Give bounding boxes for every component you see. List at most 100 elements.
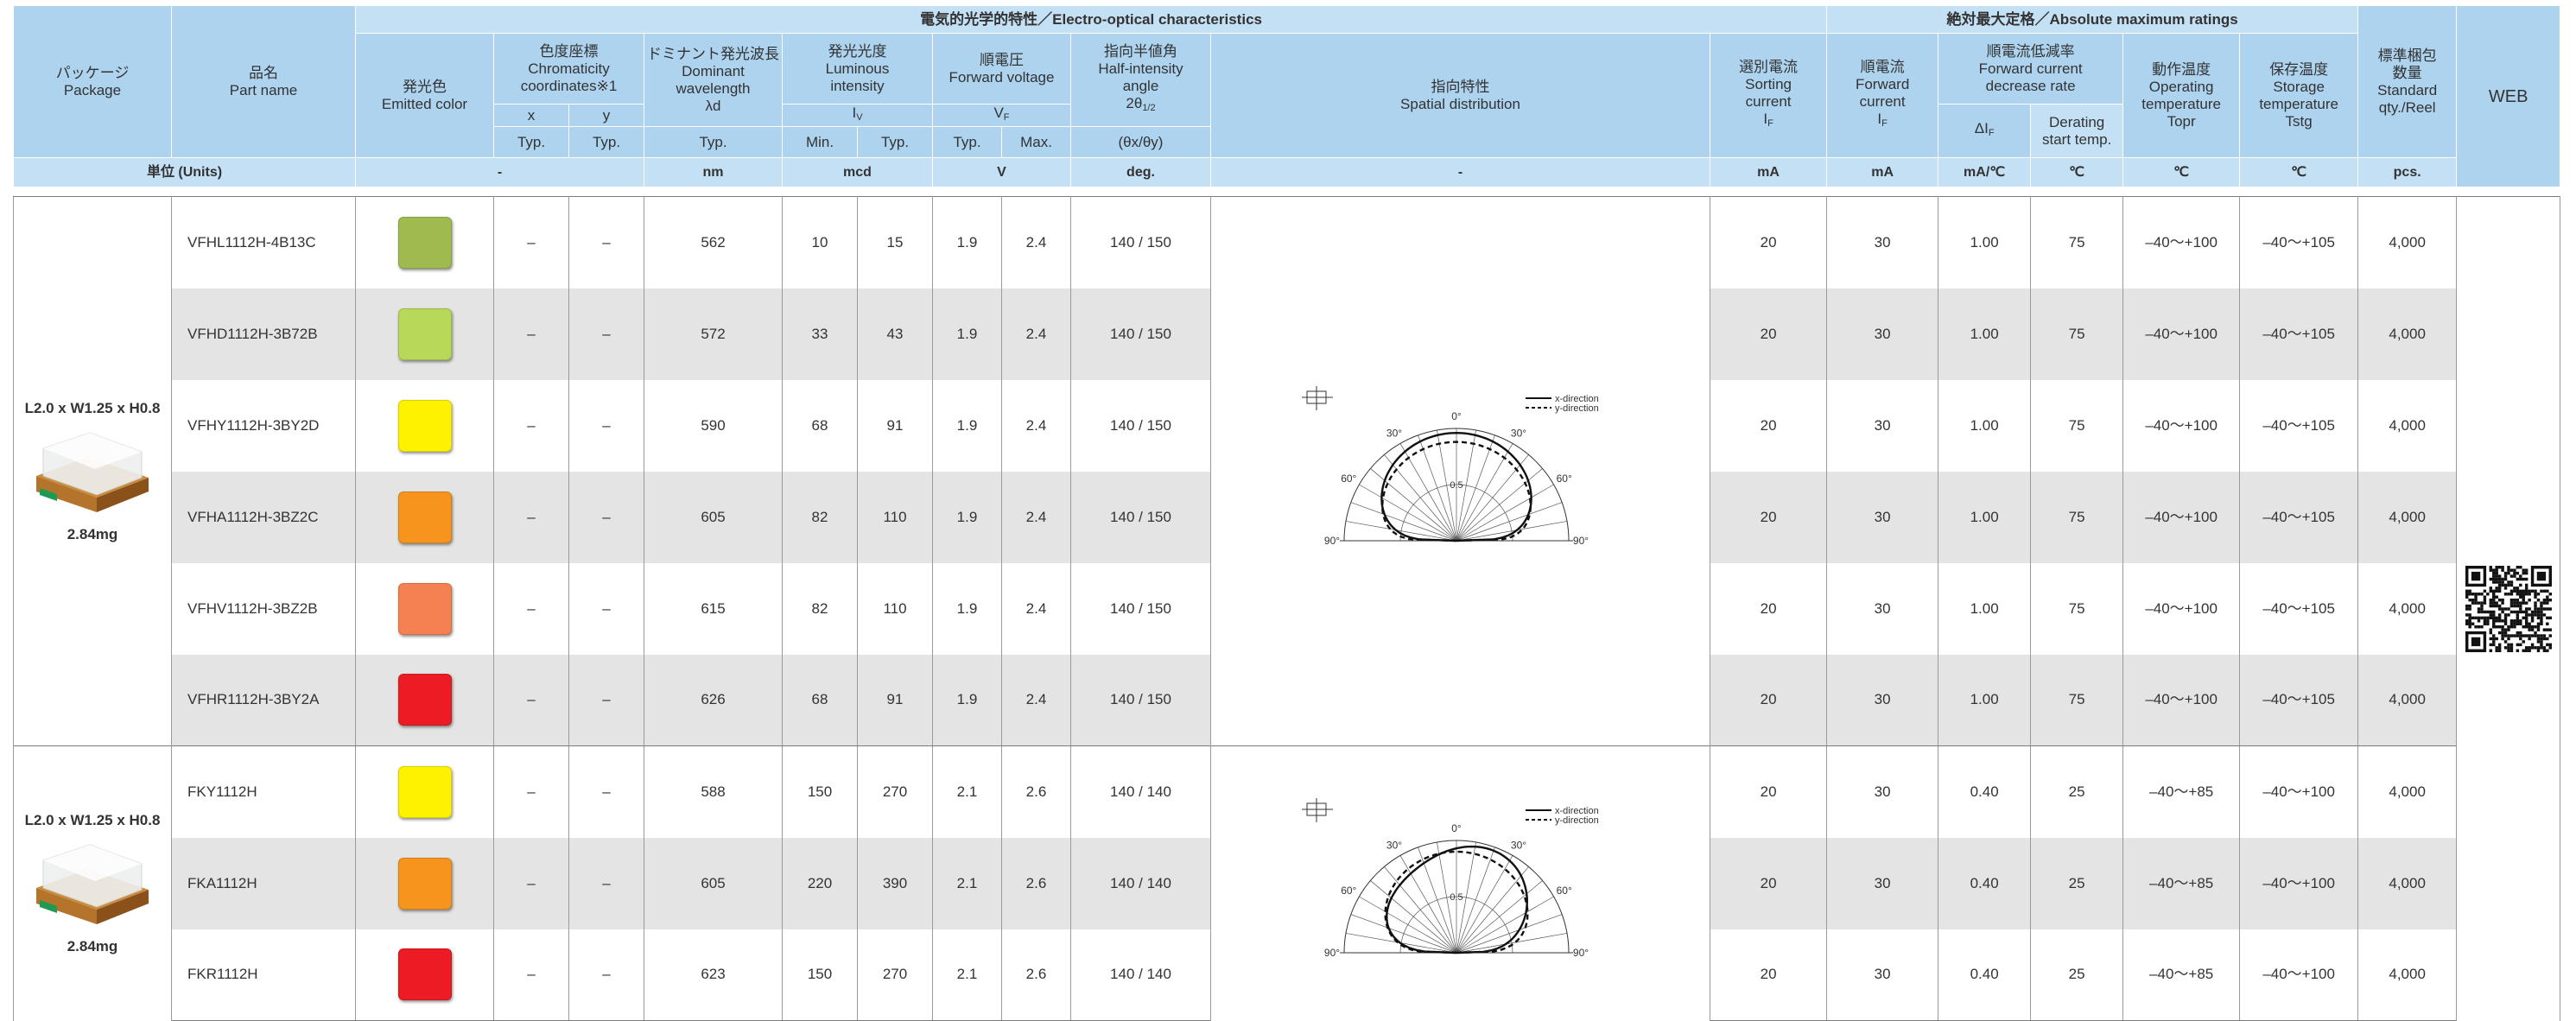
- data-cell: 33: [782, 288, 858, 380]
- qr-module: [2516, 571, 2519, 575]
- qr-module: [2533, 610, 2537, 613]
- qr-module: [2477, 607, 2480, 611]
- header-cell: WEB: [2456, 5, 2561, 187]
- data-cell: 20: [1709, 929, 1828, 1021]
- qr-module: [2539, 622, 2543, 625]
- cell-value: –40～+100: [2262, 783, 2335, 800]
- cell-value: 75: [2068, 599, 2085, 617]
- cell-value: –: [602, 233, 611, 250]
- data-cell: 20: [1709, 837, 1828, 929]
- cell-value: –40～+105: [2262, 416, 2335, 434]
- cell-value: 2.4: [1025, 416, 1047, 434]
- qr-module: [2509, 583, 2513, 587]
- qr-module: [2491, 580, 2496, 584]
- qr-module: [2491, 568, 2496, 572]
- qr-module: [2536, 625, 2540, 629]
- data-cell: –: [493, 379, 569, 472]
- data-cell: 30: [1826, 929, 1939, 1021]
- data-cell: –: [568, 654, 644, 746]
- qr-module: [2506, 592, 2510, 596]
- qr-module: [2545, 628, 2549, 631]
- led-side: [97, 477, 149, 512]
- header-text: 電気的光学的特性／Electro-optical characteristics: [920, 10, 1262, 28]
- data-cell: 30: [1826, 837, 1939, 929]
- qr-module: [2489, 604, 2492, 608]
- qr-module: [2522, 601, 2525, 605]
- data-cell: –: [568, 745, 644, 838]
- header-text: Forward voltage: [949, 68, 1055, 86]
- cell-value: 91: [886, 416, 904, 434]
- qr-module: [2501, 631, 2504, 635]
- qr-module: [2497, 618, 2502, 623]
- cell-value: 140 / 140: [1110, 966, 1171, 983]
- qr-module: [2468, 622, 2471, 625]
- data-cell: 1.9: [932, 379, 1002, 472]
- header-text: V: [997, 164, 1006, 180]
- cell-value: 140 / 150: [1110, 325, 1171, 342]
- qr-module: [2489, 612, 2492, 617]
- qr-module: [2485, 622, 2490, 625]
- qr-module: [2518, 601, 2522, 605]
- cell-value: 68: [811, 691, 828, 708]
- data-cell: –40～+105: [2239, 654, 2359, 746]
- cell-value: –: [527, 233, 536, 250]
- package-image: [36, 431, 149, 512]
- qr-module: [2468, 625, 2471, 629]
- qr-module: [2495, 618, 2498, 623]
- table-row: VFHD1112H-3B72B – – 572 33 43 1.9 2.4 140 / 150 2…: [14, 288, 2560, 380]
- data-cell: 590: [644, 379, 783, 472]
- cell-value: 25: [2068, 874, 2085, 891]
- units-cell: ℃: [2030, 157, 2124, 187]
- table-row: Typ. Typ. Typ. Min. Typ. Typ. Max. (θx/θy): [14, 126, 2560, 158]
- qr-module: [2533, 634, 2537, 637]
- cell-value: 615: [701, 599, 726, 617]
- qr-module: [2545, 637, 2549, 640]
- led-mark: [40, 487, 57, 501]
- header-cell: IV: [782, 104, 933, 127]
- qr-module: [2536, 607, 2540, 611]
- qr-module: [2479, 604, 2484, 608]
- qr-module: [2506, 607, 2510, 611]
- qr-module: [2530, 634, 2534, 637]
- qr-module: [2536, 649, 2540, 652]
- qr-module: [2536, 634, 2540, 637]
- qr-module: [2509, 580, 2513, 584]
- qr-module: [2512, 601, 2516, 605]
- qr-module: [2483, 616, 2486, 619]
- cell-value: 20: [1760, 599, 1777, 617]
- data-cell: –: [493, 562, 569, 655]
- part-name-cell: VFHR1112H-3BY2A: [171, 654, 356, 746]
- qr-module: [2524, 625, 2528, 629]
- qr-module: [2506, 637, 2510, 640]
- qr-module: [2489, 565, 2492, 569]
- cell-value: –: [527, 966, 536, 983]
- units-cell: deg.: [1070, 157, 1211, 187]
- qr-module: [2528, 598, 2531, 602]
- qr-module: [2509, 622, 2513, 625]
- qr-module: [2506, 612, 2510, 617]
- qr-module: [2524, 645, 2528, 650]
- color-cell: [355, 562, 494, 655]
- data-cell: 623: [644, 929, 783, 1021]
- spatial-cell: 90° 60° 30° 0° 30° 60° 90° 0.5 x-direction y-dire…: [1210, 745, 1710, 1021]
- scale-label: 0.5: [1450, 892, 1462, 903]
- qr-module: [2503, 574, 2507, 578]
- data-cell: 30: [1826, 196, 1939, 289]
- data-cell: 30: [1826, 471, 1939, 563]
- qr-module: [2506, 634, 2510, 637]
- header-text: Min.: [805, 133, 834, 150]
- symbol-sub: V: [856, 112, 863, 123]
- header-cell: 順電圧 Forward voltage: [932, 33, 1071, 105]
- data-cell: 140 / 140: [1070, 837, 1211, 929]
- data-cell: 1.9: [932, 562, 1002, 655]
- qr-module: [2501, 583, 2504, 587]
- units-cell: nm: [644, 157, 783, 187]
- data-cell: 110: [857, 471, 933, 563]
- data-cell: 270: [857, 929, 933, 1021]
- qr-module: [2524, 610, 2528, 613]
- data-cell: 2.1: [932, 745, 1002, 838]
- qr-module: [2479, 607, 2484, 611]
- cell-value: 140 / 150: [1110, 691, 1171, 708]
- symbol-sub: 1/2: [1142, 103, 1156, 113]
